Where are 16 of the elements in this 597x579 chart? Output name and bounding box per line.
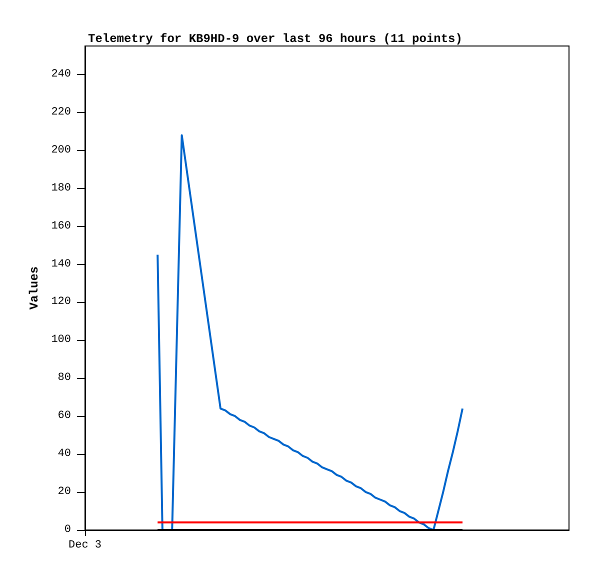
y-tick-label: 20 — [58, 486, 71, 498]
chart-title: Telemetry for KB9HD-9 over last 96 hours (11 points) — [88, 32, 462, 46]
y-tick-label: 60 — [58, 410, 71, 422]
y-axis-title: Values — [27, 266, 42, 310]
y-tick-label: 160 — [51, 220, 71, 232]
y-tick-label: 200 — [51, 144, 71, 156]
y-tick-label: 140 — [51, 258, 71, 270]
y-tick-label: 120 — [51, 296, 71, 308]
y-tick-label: 180 — [51, 182, 71, 194]
x-tick-label: Dec 3 — [68, 540, 102, 552]
y-tick-label: 0 — [64, 524, 71, 536]
y-tick-label: 240 — [51, 68, 71, 80]
y-tick-label: 220 — [51, 106, 71, 118]
y-tick-label: 40 — [58, 448, 71, 460]
y-tick-label: 80 — [58, 372, 71, 384]
y-tick-label: 100 — [51, 334, 71, 346]
